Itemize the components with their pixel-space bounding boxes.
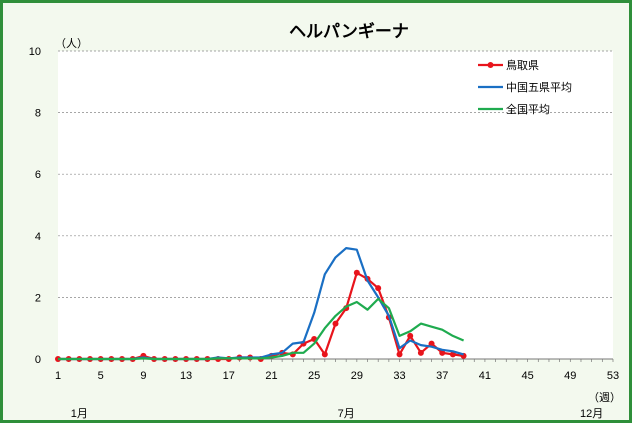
data-point (321, 351, 328, 358)
legend-entry-1: 鳥取県 (506, 58, 539, 72)
y-axis-unit-label: （人） (55, 37, 88, 50)
data-point (439, 349, 446, 356)
data-point (417, 349, 424, 356)
x-tick-label: 37 (436, 370, 448, 382)
y-tick-label: 6 (35, 169, 41, 181)
x-tick-label: 25 (308, 370, 320, 382)
legend-marker (487, 62, 494, 68)
x-tick-label: 53 (607, 370, 619, 382)
x-tick-label: 1 (55, 370, 61, 382)
chart: ヘルパンギーナ （人） （週） 0 2 4 6 8 10 1 5 9 13 17 21 25 29 33 37… (29, 22, 621, 420)
x-tick-label: 13 (180, 370, 192, 382)
y-tick-label: 2 (35, 292, 41, 304)
month-label: 7月 (338, 408, 355, 420)
data-point (353, 269, 360, 276)
legend-entry-3: 全国平均 (506, 102, 550, 116)
x-tick-label: 17 (223, 370, 235, 382)
chart-title: ヘルパンギーナ (289, 22, 409, 41)
plot-area (58, 51, 613, 359)
x-tick-label: 33 (393, 370, 405, 382)
x-axis-unit-label: （週） (588, 391, 621, 404)
x-tick-label: 49 (564, 370, 576, 382)
x-tick-label: 21 (265, 370, 277, 382)
month-label: 12月 (580, 408, 603, 420)
data-point (332, 320, 339, 327)
data-point (375, 285, 382, 292)
data-point (428, 340, 435, 347)
x-tick-label: 45 (521, 370, 533, 382)
y-tick-label: 10 (29, 46, 41, 58)
x-tick-label: 5 (98, 370, 104, 382)
month-label: 1月 (71, 408, 88, 420)
x-tick-label: 29 (351, 370, 363, 382)
data-point (396, 351, 403, 358)
y-tick-label: 0 (35, 354, 41, 366)
legend-entry-2: 中国五県平均 (506, 81, 572, 94)
data-point (407, 332, 414, 339)
series-line-3 (58, 297, 465, 361)
grid (58, 50, 613, 359)
x-tick-label: 41 (479, 370, 491, 382)
y-tick-label: 4 (35, 231, 41, 243)
x-tick-label: 9 (140, 370, 146, 382)
y-tick-label: 8 (35, 108, 41, 120)
series (55, 247, 467, 362)
